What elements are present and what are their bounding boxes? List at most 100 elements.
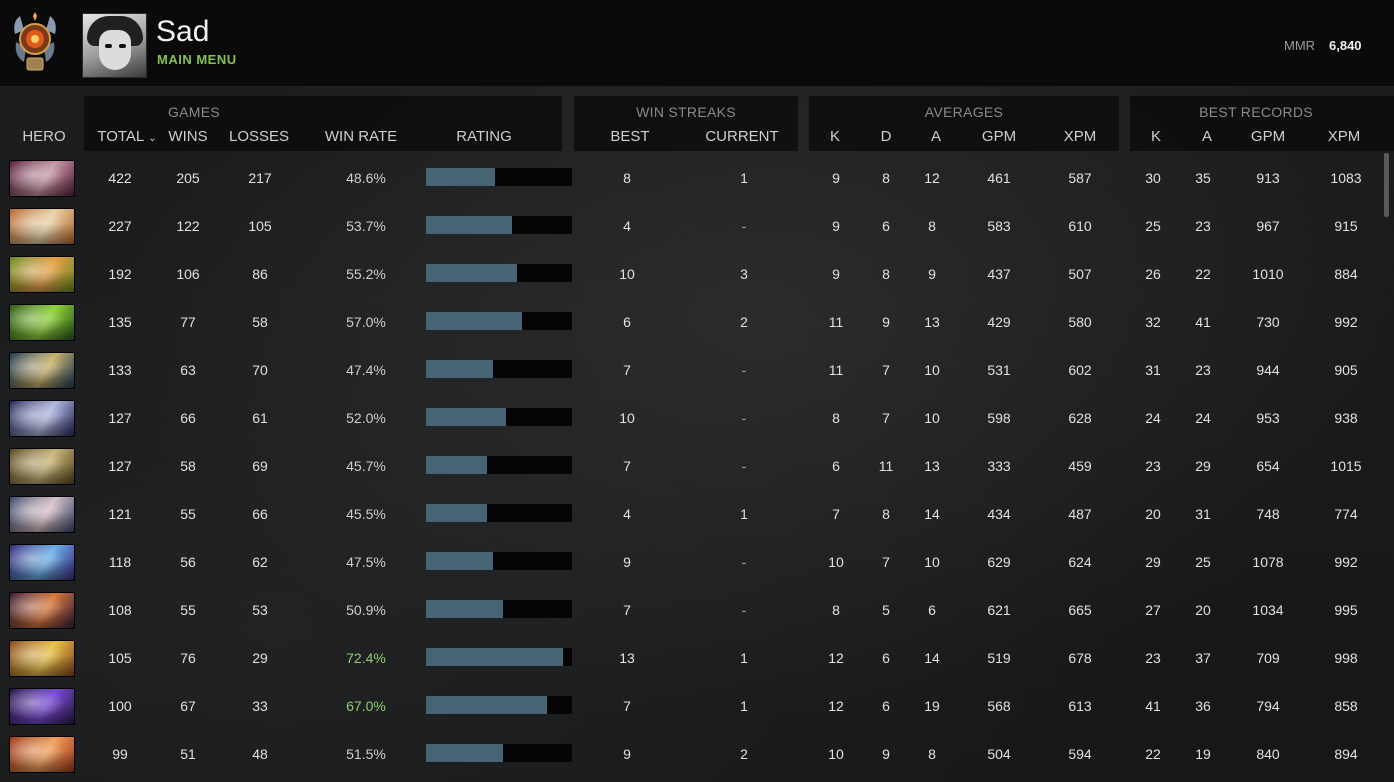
hero-portrait[interactable] [9, 640, 75, 677]
table-row[interactable]: 105 76 29 72.4% 13 1 12 6 14 519 678 23 37 709 998 [0, 634, 1380, 682]
best-xpm-cell: 858 [1334, 698, 1358, 714]
sort-chevron-icon: ⌄ [148, 133, 157, 144]
avg-xpm-cell: 507 [1068, 266, 1092, 282]
column-header-avg-d[interactable]: D [880, 128, 892, 145]
avg-a-cell: 10 [924, 554, 940, 570]
losses-cell: 58 [252, 314, 268, 330]
player-name: Sad [156, 15, 210, 48]
streak-current-cell: 2 [740, 314, 748, 330]
avg-xpm-cell: 459 [1068, 458, 1092, 474]
best-a-cell: 25 [1195, 554, 1211, 570]
table-row[interactable]: 100 67 33 67.0% 7 1 12 6 19 568 613 41 36 794 858 [0, 682, 1380, 730]
avg-xpm-cell: 613 [1068, 698, 1092, 714]
losses-cell: 70 [252, 362, 268, 378]
hero-portrait[interactable] [9, 208, 75, 245]
losses-cell: 86 [252, 266, 268, 282]
column-header-best-a[interactable]: A [1201, 128, 1212, 145]
table-row[interactable]: 99 51 48 51.5% 9 2 10 9 8 504 594 22 19 840 894 [0, 730, 1380, 778]
table-row[interactable]: 422 205 217 48.6% 8 1 9 8 12 461 587 30 35 913 1083 [0, 154, 1380, 202]
column-header-best-gpm[interactable]: GPM [1250, 128, 1286, 145]
streak-best-cell: 10 [619, 410, 635, 426]
main-menu-link[interactable]: MAIN MENU [157, 52, 237, 67]
column-header-streak-best[interactable]: BEST [610, 128, 650, 145]
hero-portrait[interactable] [9, 496, 75, 533]
table-row[interactable]: 118 56 62 47.5% 9 - 10 7 10 629 624 29 25 1078 992 [0, 538, 1380, 586]
table-row[interactable]: 133 63 70 47.4% 7 - 11 7 10 531 602 31 23 944 905 [0, 346, 1380, 394]
rating-bar-fill [426, 696, 547, 714]
rating-bar [426, 504, 572, 522]
column-header-avg-gpm[interactable]: GPM [981, 128, 1017, 145]
column-header-avg-a[interactable]: A [930, 128, 941, 145]
avg-xpm-cell: 487 [1068, 506, 1092, 522]
hero-portrait[interactable] [9, 448, 75, 485]
streak-current-cell: 3 [740, 266, 748, 282]
avg-k-cell: 9 [832, 170, 840, 186]
avg-d-cell: 7 [882, 410, 890, 426]
column-header-avg-xpm[interactable]: XPM [1063, 128, 1097, 145]
scrollbar-thumb[interactable] [1384, 153, 1389, 217]
best-k-cell: 25 [1145, 218, 1161, 234]
column-header-hero[interactable]: HERO [22, 128, 66, 145]
avg-a-cell: 8 [928, 218, 936, 234]
column-header-best-xpm[interactable]: XPM [1327, 128, 1361, 145]
column-header-total[interactable]: TOTAL ⌄ [97, 128, 157, 145]
avg-a-cell: 13 [924, 314, 940, 330]
losses-cell: 105 [248, 218, 272, 234]
best-k-cell: 23 [1145, 458, 1161, 474]
column-header-rating[interactable]: RATING [456, 128, 512, 145]
avg-xpm-cell: 587 [1068, 170, 1092, 186]
avg-a-cell: 14 [924, 650, 940, 666]
win-rate-cell: 51.5% [346, 746, 386, 762]
avg-k-cell: 7 [832, 506, 840, 522]
best-a-cell: 23 [1195, 218, 1211, 234]
avg-gpm-cell: 434 [987, 506, 1011, 522]
total-cell: 99 [112, 746, 128, 762]
table-row[interactable]: 227 122 105 53.7% 4 - 9 6 8 583 610 25 23 967 915 [0, 202, 1380, 250]
streak-current-cell: - [741, 554, 747, 570]
best-a-cell: 20 [1195, 602, 1211, 618]
wins-cell: 51 [180, 746, 196, 762]
top-bar: Sad MAIN MENU MMR 6,840 [0, 0, 1394, 87]
avg-xpm-cell: 610 [1068, 218, 1092, 234]
table-row[interactable]: 108 55 53 50.9% 7 - 8 5 6 621 665 27 20 1034 995 [0, 586, 1380, 634]
column-header-avg-k[interactable]: K [829, 128, 840, 145]
hero-portrait[interactable] [9, 352, 75, 389]
table-row[interactable]: 127 66 61 52.0% 10 - 8 7 10 598 628 24 24 953 938 [0, 394, 1380, 442]
table-row[interactable]: 127 58 69 45.7% 7 - 6 11 13 333 459 23 29 654 1015 [0, 442, 1380, 490]
column-header-streak-current[interactable]: CURRENT [705, 128, 779, 145]
player-avatar[interactable] [82, 13, 147, 78]
group-label-best-records: BEST RECORDS [1199, 104, 1313, 120]
best-k-cell: 24 [1145, 410, 1161, 426]
win-rate-cell: 50.9% [346, 602, 386, 618]
column-header-best-k[interactable]: K [1150, 128, 1161, 145]
best-gpm-cell: 1010 [1252, 266, 1284, 282]
table-row[interactable]: 135 77 58 57.0% 6 2 11 9 13 429 580 32 41 730 992 [0, 298, 1380, 346]
hero-portrait[interactable] [9, 160, 75, 197]
table-row[interactable]: 192 106 86 55.2% 10 3 9 8 9 437 507 26 22 1010 884 [0, 250, 1380, 298]
avg-d-cell: 11 [878, 458, 894, 474]
avg-gpm-cell: 629 [987, 554, 1011, 570]
column-header-wins[interactable]: WINS [168, 128, 208, 145]
total-cell: 227 [108, 218, 132, 234]
best-a-cell: 31 [1195, 506, 1211, 522]
column-header-losses[interactable]: LOSSES [228, 128, 290, 145]
best-gpm-cell: 748 [1256, 506, 1280, 522]
streak-current-cell: 1 [740, 506, 748, 522]
hero-portrait[interactable] [9, 256, 75, 293]
rating-bar [426, 744, 572, 762]
streak-best-cell: 8 [623, 170, 631, 186]
column-header-win-rate[interactable]: WIN RATE [324, 128, 398, 145]
best-a-cell: 35 [1195, 170, 1211, 186]
hero-portrait[interactable] [9, 400, 75, 437]
hero-portrait[interactable] [9, 688, 75, 725]
hero-portrait[interactable] [9, 304, 75, 341]
streak-current-cell: - [741, 218, 747, 234]
hero-portrait[interactable] [9, 736, 75, 773]
table-row[interactable]: 121 55 66 45.5% 4 1 7 8 14 434 487 20 31 748 774 [0, 490, 1380, 538]
total-cell: 127 [108, 458, 132, 474]
losses-cell: 217 [248, 170, 272, 186]
hero-portrait[interactable] [9, 544, 75, 581]
best-xpm-cell: 938 [1334, 410, 1358, 426]
streak-best-cell: 10 [619, 266, 635, 282]
hero-portrait[interactable] [9, 592, 75, 629]
